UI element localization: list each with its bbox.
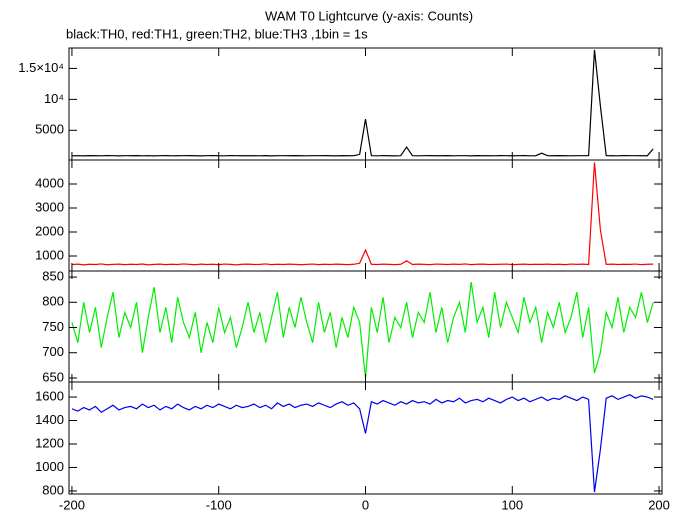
x-tick-label: 100 (501, 497, 523, 512)
chart-subtitle: black:TH0, red:TH1, green:TH2, blue:TH3 … (66, 26, 368, 41)
series-line (71, 394, 654, 493)
series-line (71, 282, 654, 379)
series-line (71, 162, 654, 266)
panel-frame (68, 270, 663, 383)
y-tick-label: 850 (42, 268, 64, 283)
chart-title: WAM T0 Lightcurve (y-axis: Counts) (265, 8, 473, 23)
y-tick-label: 3000 (35, 199, 64, 214)
y-tick-label: 1000 (35, 459, 64, 474)
y-tick-label: 1000 (35, 247, 64, 262)
panel-frame (68, 159, 663, 272)
panel-frame (68, 47, 663, 161)
x-tick-label: 0 (362, 497, 369, 512)
y-tick-label: 4000 (35, 175, 64, 190)
y-tick-label: 2000 (35, 223, 64, 238)
y-tick-label: 10⁴ (44, 91, 64, 106)
series-line (71, 49, 654, 157)
y-tick-label: 700 (42, 344, 64, 359)
y-tick-label: 5000 (35, 122, 64, 137)
y-tick-label: 800 (42, 482, 64, 497)
y-tick-label: 1600 (35, 388, 64, 403)
y-tick-label: 650 (42, 369, 64, 384)
y-tick-label: 1200 (35, 435, 64, 450)
y-tick-label: 1.5×10⁴ (18, 60, 64, 75)
x-tick-label: -100 (206, 497, 232, 512)
x-tick-label: -200 (59, 497, 85, 512)
x-tick-label: 200 (648, 497, 670, 512)
y-tick-label: 1400 (35, 412, 64, 427)
y-tick-label: 750 (42, 319, 64, 334)
y-tick-label: 800 (42, 294, 64, 309)
